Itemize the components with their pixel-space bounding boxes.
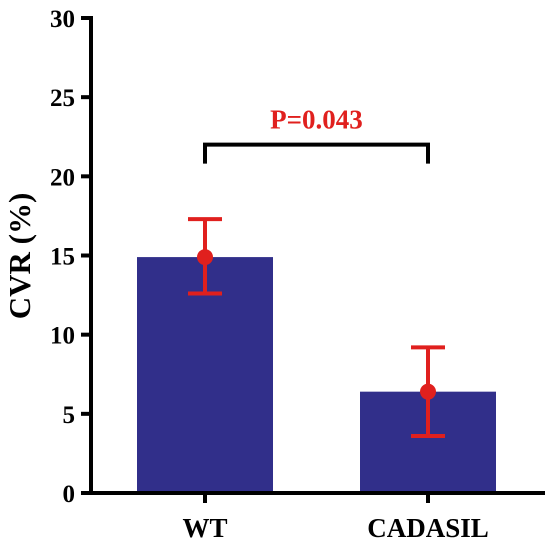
y-tick-label: 25 xyxy=(50,85,75,112)
y-tick-label: 10 xyxy=(50,323,75,350)
bar-wt xyxy=(137,257,273,493)
p-value-annotation: P=0.043 xyxy=(270,105,363,135)
y-tick-label: 15 xyxy=(50,244,75,271)
significance-bracket xyxy=(203,142,430,164)
y-tick-label: 20 xyxy=(50,164,75,191)
y-tick-label: 30 xyxy=(50,6,75,33)
y-tick-label: 0 xyxy=(63,481,76,508)
y-axis-label: CVR (%) xyxy=(2,193,37,320)
plot-area: 0 5 10 15 20 25 30 WT CADASIL xyxy=(50,6,545,543)
mean-point xyxy=(420,383,436,400)
y-tick-label: 5 xyxy=(63,402,76,429)
x-tick-label: WT xyxy=(182,513,227,543)
x-tick-label: CADASIL xyxy=(367,513,489,543)
mean-point xyxy=(197,249,213,266)
